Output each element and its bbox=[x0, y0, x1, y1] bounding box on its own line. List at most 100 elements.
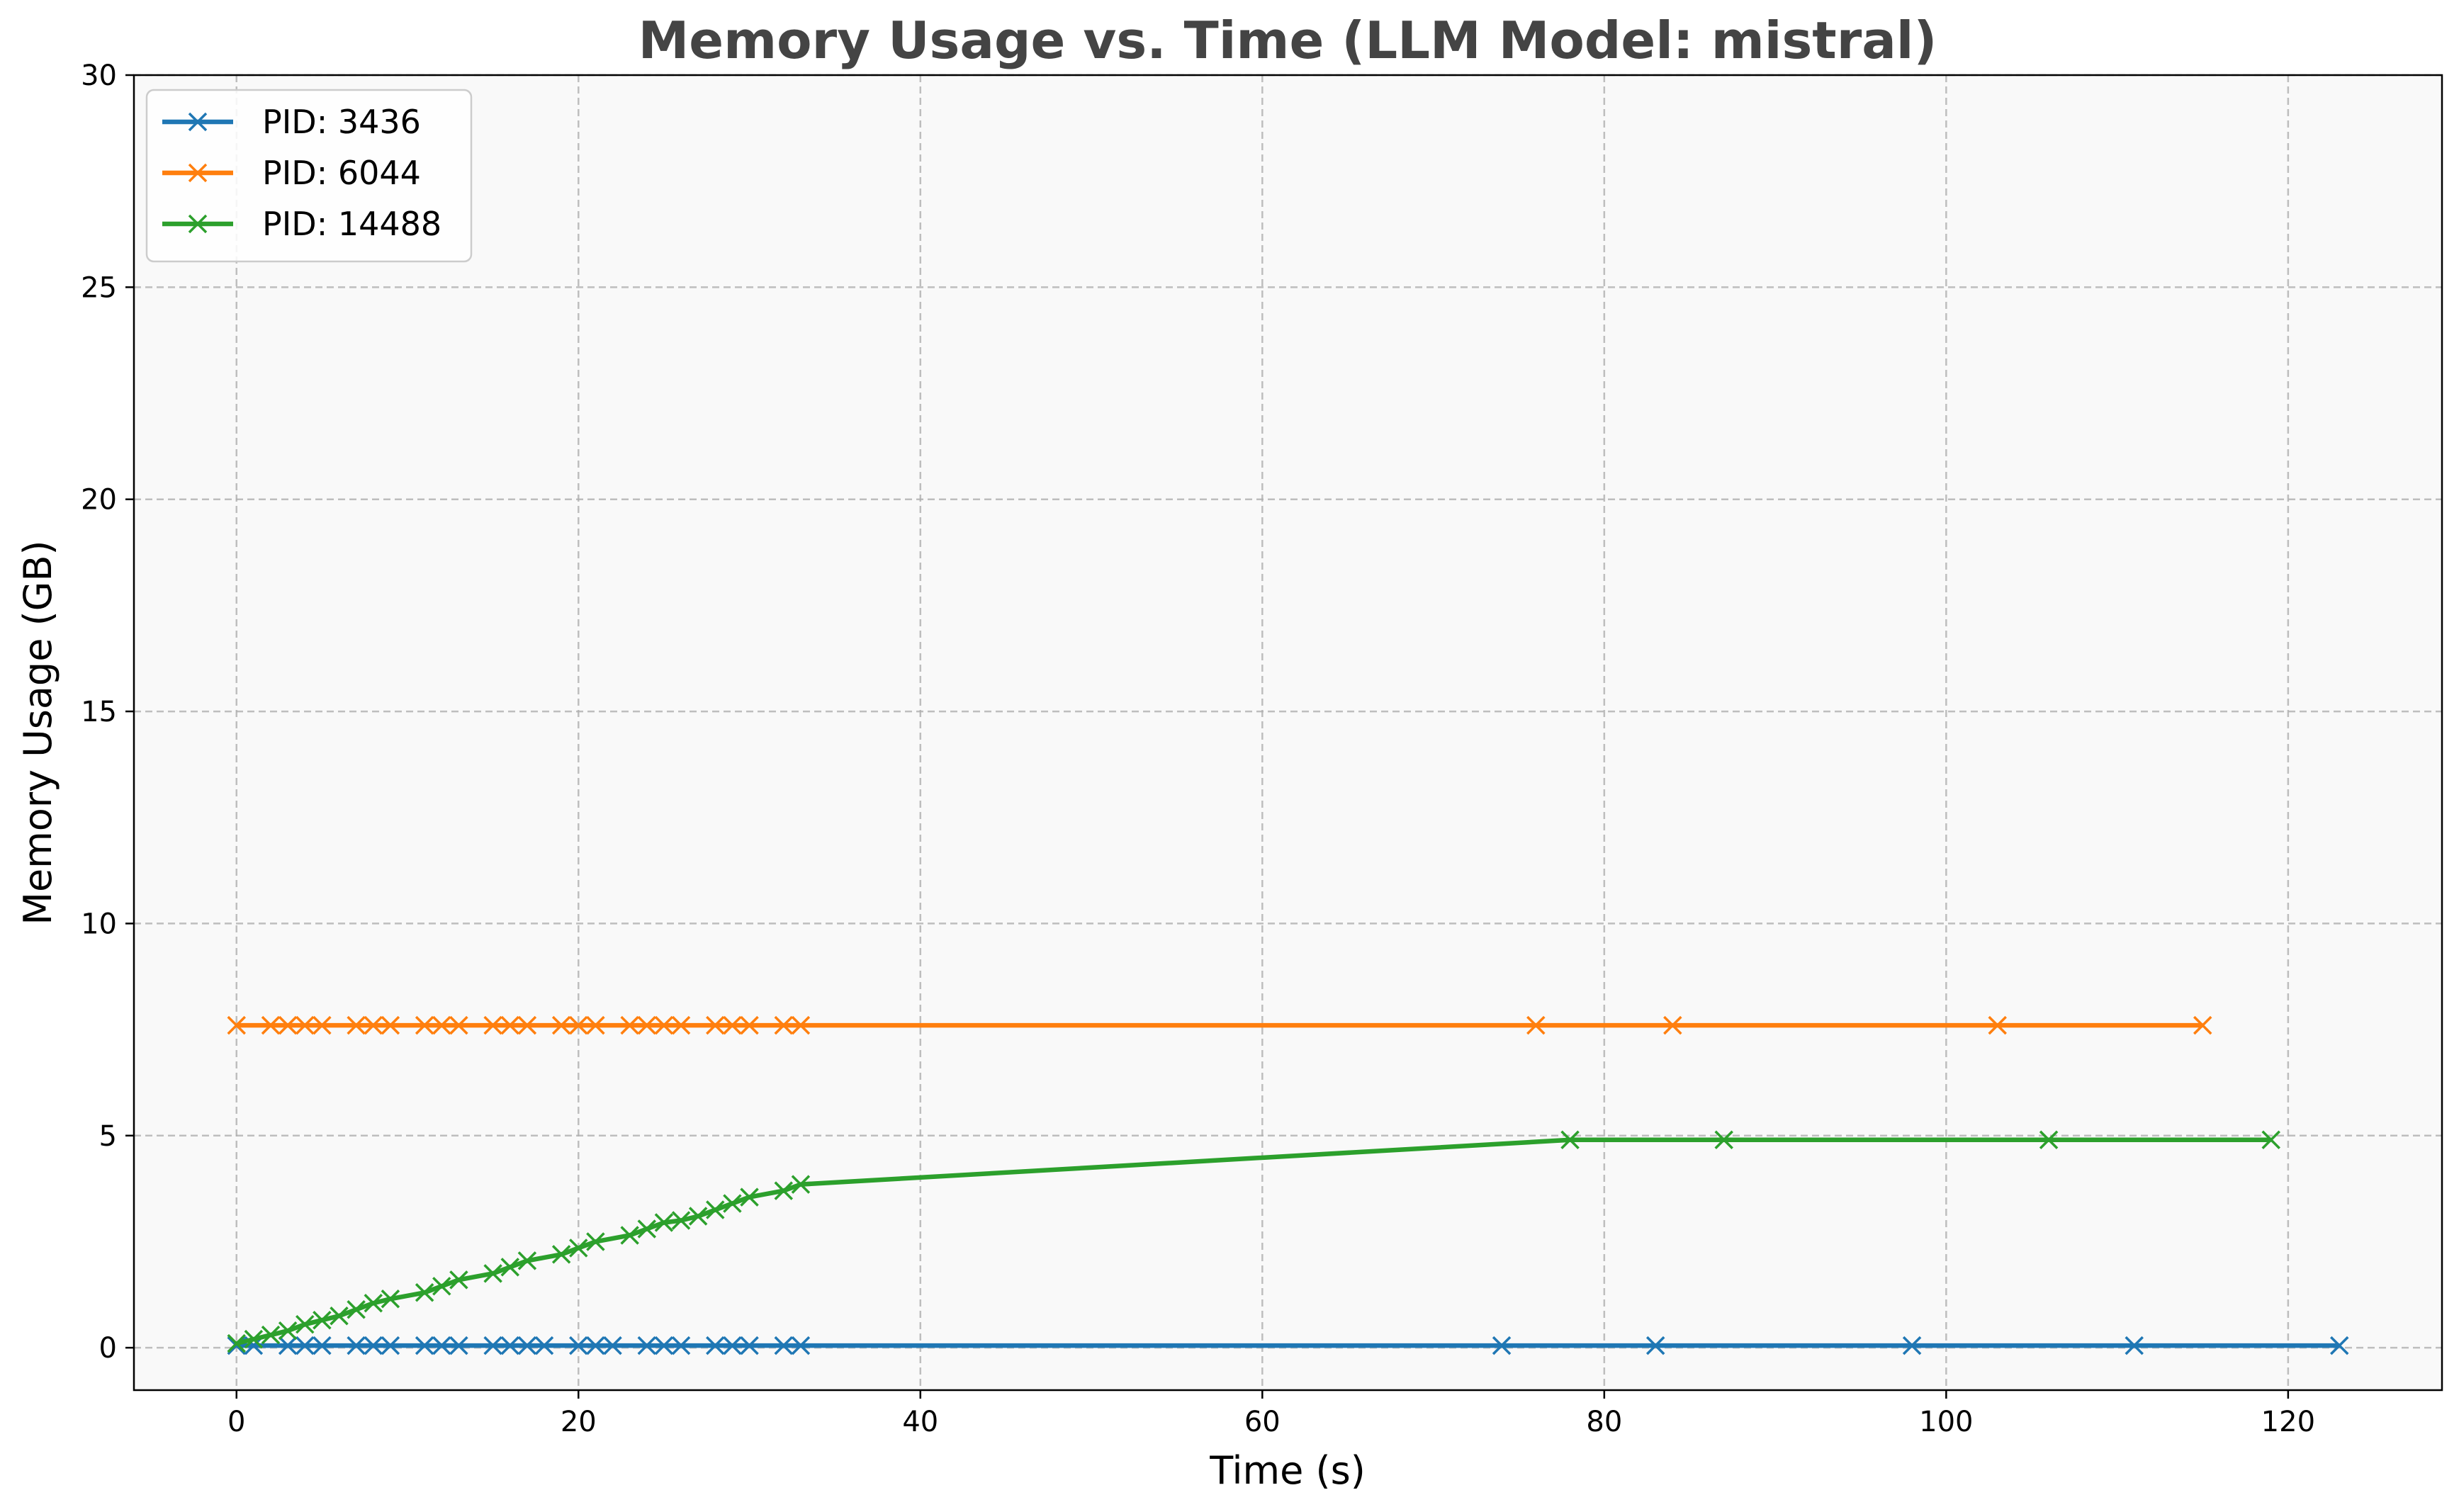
data-point-marker bbox=[500, 1015, 520, 1035]
grid bbox=[134, 74, 2442, 1390]
data-point-marker bbox=[278, 1321, 298, 1341]
data-point-marker bbox=[2039, 1130, 2059, 1149]
y-tick-label: 30 bbox=[81, 60, 117, 92]
data-point-marker bbox=[347, 1300, 366, 1319]
data-point-marker bbox=[569, 1239, 588, 1258]
data-point-marker bbox=[688, 1207, 708, 1226]
chart-title: Memory Usage vs. Time (LLM Model: mistra… bbox=[638, 11, 1937, 70]
data-point-marker bbox=[296, 1336, 315, 1355]
plot-frame bbox=[133, 74, 2443, 1392]
data-point-marker bbox=[2261, 1130, 2280, 1149]
legend-label: PID: 3436 bbox=[262, 103, 421, 141]
data-point-marker bbox=[1645, 1336, 1665, 1355]
data-point-marker bbox=[551, 1245, 571, 1264]
data-point-marker bbox=[381, 1290, 400, 1309]
data-point-marker bbox=[296, 1314, 315, 1334]
data-point-marker bbox=[740, 1336, 759, 1355]
legend-marker bbox=[188, 112, 208, 132]
data-point-marker bbox=[449, 1336, 468, 1355]
data-point-marker bbox=[706, 1200, 725, 1219]
legend-box bbox=[145, 89, 473, 263]
data-point-marker bbox=[551, 1015, 571, 1035]
data-point-marker bbox=[654, 1336, 674, 1355]
series-0 bbox=[227, 1336, 2349, 1355]
plot-area bbox=[134, 75, 2442, 1390]
data-point-marker bbox=[278, 1015, 298, 1035]
data-point-marker bbox=[723, 1015, 742, 1035]
x-tick-label: 20 bbox=[561, 1406, 597, 1438]
data-point-marker bbox=[620, 1226, 639, 1245]
x-tick-label: 120 bbox=[2261, 1406, 2315, 1438]
data-point-marker bbox=[330, 1306, 349, 1326]
data-point-marker bbox=[586, 1015, 605, 1035]
data-point-marker bbox=[432, 1015, 451, 1035]
data-point-marker bbox=[517, 1251, 537, 1270]
data-point-marker bbox=[1714, 1130, 1733, 1149]
data-point-marker bbox=[774, 1015, 794, 1035]
data-point-marker bbox=[517, 1015, 537, 1035]
legend-marker bbox=[188, 163, 208, 183]
data-point-marker bbox=[586, 1336, 605, 1355]
data-point-marker bbox=[740, 1015, 759, 1035]
data-point-marker bbox=[603, 1336, 622, 1355]
data-point-marker bbox=[740, 1187, 759, 1207]
data-point-marker bbox=[637, 1015, 657, 1035]
data-point-marker bbox=[364, 1294, 383, 1313]
y-tick-label: 0 bbox=[99, 1332, 117, 1365]
data-point-marker bbox=[415, 1336, 434, 1355]
legend-item: PID: 3436 bbox=[162, 103, 421, 141]
data-point-marker bbox=[432, 1336, 451, 1355]
legend: PID: 3436 PID: 6044 PID: 14488 bbox=[145, 89, 473, 263]
x-tick-label: 80 bbox=[1586, 1406, 1622, 1438]
data-point-marker bbox=[637, 1219, 657, 1239]
data-point-marker bbox=[432, 1277, 451, 1296]
x-tick-label: 60 bbox=[1244, 1406, 1281, 1438]
data-point-marker bbox=[534, 1336, 554, 1355]
y-axis-ticks: 0 5 10 15 20 25 30 bbox=[81, 60, 134, 1365]
data-point-marker bbox=[774, 1181, 794, 1200]
series-2 bbox=[227, 1130, 2280, 1353]
x-tick-label: 100 bbox=[1919, 1406, 1973, 1438]
data-point-marker bbox=[244, 1329, 264, 1349]
y-tick-label: 15 bbox=[81, 696, 117, 728]
data-point-marker bbox=[654, 1213, 674, 1232]
legend-label: PID: 14488 bbox=[262, 205, 441, 243]
data-point-marker bbox=[381, 1336, 400, 1355]
data-point-marker bbox=[671, 1336, 691, 1355]
data-point-marker bbox=[791, 1175, 811, 1194]
x-axis-ticks: 0 20 40 60 80 100 120 bbox=[227, 1390, 2315, 1438]
data-point-marker bbox=[1560, 1130, 1580, 1149]
data-point-marker bbox=[296, 1015, 315, 1035]
data-point-marker bbox=[415, 1283, 434, 1302]
data-point-marker bbox=[261, 1325, 281, 1345]
data-point-marker bbox=[483, 1336, 502, 1355]
series-1 bbox=[227, 1015, 2212, 1035]
x-tick-label: 0 bbox=[227, 1406, 245, 1438]
x-axis-label: Time (s) bbox=[1209, 1448, 1366, 1493]
data-point-marker bbox=[637, 1336, 657, 1355]
legend-item: PID: 6044 bbox=[162, 154, 421, 192]
data-point-marker bbox=[791, 1336, 811, 1355]
data-point-marker bbox=[364, 1336, 383, 1355]
data-point-marker bbox=[449, 1270, 468, 1290]
data-point-marker bbox=[706, 1336, 725, 1355]
data-point-marker bbox=[569, 1336, 588, 1355]
legend-label: PID: 6044 bbox=[262, 154, 421, 192]
data-point-marker bbox=[278, 1336, 298, 1355]
data-point-marker bbox=[1492, 1336, 1512, 1355]
data-point-marker bbox=[1988, 1015, 2007, 1035]
data-point-marker bbox=[313, 1336, 332, 1355]
x-tick-label: 40 bbox=[902, 1406, 938, 1438]
data-point-marker bbox=[654, 1015, 674, 1035]
data-point-marker bbox=[569, 1015, 588, 1035]
y-tick-label: 20 bbox=[81, 484, 117, 517]
data-point-marker bbox=[500, 1258, 520, 1277]
data-point-marker bbox=[347, 1336, 366, 1355]
data-point-marker bbox=[791, 1015, 811, 1035]
data-point-marker bbox=[671, 1211, 691, 1230]
data-point-marker bbox=[381, 1015, 400, 1035]
data-point-marker bbox=[671, 1015, 691, 1035]
data-point-marker bbox=[2330, 1336, 2349, 1355]
y-tick-label: 5 bbox=[99, 1120, 117, 1153]
